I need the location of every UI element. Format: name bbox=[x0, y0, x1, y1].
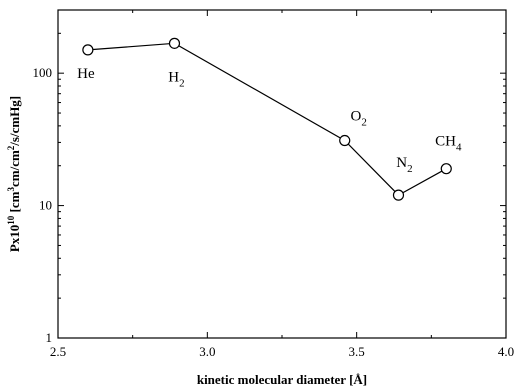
data-point-marker bbox=[82, 44, 94, 56]
data-point-label: O2 bbox=[351, 109, 367, 129]
axis-ticks bbox=[57, 10, 507, 339]
y-tick-label: 10 bbox=[39, 198, 52, 213]
y-axis-title: Px1010 [cm3cm/cm2/s/cmHg] bbox=[6, 96, 22, 252]
data-point-label: He bbox=[77, 66, 95, 82]
y-tick-label: 100 bbox=[33, 65, 53, 80]
data-point-label: H2 bbox=[168, 69, 184, 89]
series-line bbox=[87, 42, 447, 196]
x-tick-label: 4.0 bbox=[498, 344, 514, 359]
data-point-marker bbox=[392, 189, 405, 201]
x-tick-label: 3.5 bbox=[349, 344, 365, 359]
data-point-marker bbox=[339, 134, 351, 147]
tick-labels: 2.5 3.0 3.5 4.0 1 10 100 bbox=[33, 65, 515, 359]
data-point-marker bbox=[168, 37, 181, 49]
data-point-label: CH4 bbox=[435, 134, 462, 154]
x-axis-title: kinetic molecular diameter [Å] bbox=[197, 372, 367, 387]
plot-frame bbox=[57, 9, 507, 339]
x-tick-label: 3.0 bbox=[199, 344, 215, 359]
point-labels: He H2 O2 N2 CH4 bbox=[77, 66, 462, 175]
data-markers bbox=[82, 37, 452, 201]
data-point-marker bbox=[440, 163, 452, 175]
data-point-label: N2 bbox=[396, 155, 412, 175]
x-tick-label: 2.5 bbox=[50, 344, 66, 359]
y-tick-label: 1 bbox=[46, 330, 53, 345]
